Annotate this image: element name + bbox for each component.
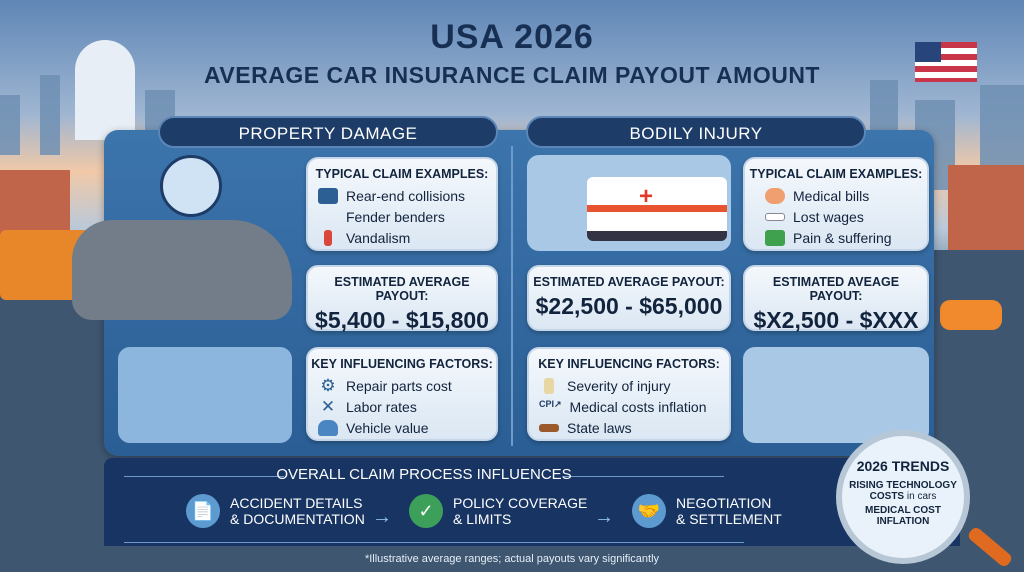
list-item: Rear-end collisions (318, 185, 496, 206)
orange-car (940, 300, 1002, 330)
blank-icon (318, 209, 338, 225)
building (0, 95, 20, 155)
mechanics-illustration (118, 347, 292, 443)
cpi-icon: CPI↗ (539, 398, 562, 409)
list-item: CPI↗ Medical costs inflation (539, 396, 729, 417)
property-factors-card: KEY INFLUENCING FACTORS: ⚙ Repair parts c… (306, 347, 498, 441)
property-damage-header: PROPERTY DAMAGE (158, 116, 498, 148)
wrench-icon: ✕ (320, 396, 336, 416)
item-label: Vandalism (346, 229, 411, 246)
step-line: ACCIDENT DETAILS (230, 495, 363, 511)
card-heading: KEY INFLUENCING FACTORS: (311, 357, 493, 371)
list-item: Pain & suffering (765, 227, 927, 248)
bodily-payout-card: ESTIMATED AVERAGE PAYOUT: $22,500 - $65,… (527, 265, 731, 331)
process-step: 🤝 NEGOTIATION & SETTLEMENT (632, 494, 782, 528)
document-icon: 📄 (186, 494, 220, 528)
divider (124, 542, 744, 543)
list-item: Medical bills (765, 185, 927, 206)
damaged-car-illustration (72, 220, 292, 320)
footnote: *Illustrative average ranges; actual pay… (364, 553, 660, 565)
property-examples-card: TYPICAL CLAIM EXAMPLES: Rear-end collisi… (306, 157, 498, 251)
item-label: Labor rates (346, 398, 417, 415)
bodily-factors-card: KEY INFLUENCING FACTORS: Severity of inj… (527, 347, 731, 441)
step-line: & DOCUMENTATION (230, 511, 365, 527)
adjuster-illustration (160, 155, 222, 217)
spine-icon (544, 377, 554, 394)
gear-icon: ⚙ (320, 375, 336, 395)
brick-building (948, 165, 1024, 255)
list-item: Vandalism (318, 227, 496, 248)
process-panel: OVERALL CLAIM PROCESS INFLUENCES 📄 ACCIDE… (104, 458, 960, 546)
trend-line: MEDICAL COST (865, 505, 941, 516)
page-subtitle: AVERAGE CAR INSURANCE CLAIM PAYOUT AMOUN… (204, 62, 820, 88)
payout-amount: $X2,500 - $XXX (753, 307, 919, 333)
list-item: Lost wages (765, 206, 927, 227)
item-label: Rear-end collisions (346, 187, 466, 204)
trends-magnifier: 2026 TRENDS RISING TECHNOLOGY COSTS in c… (836, 430, 970, 564)
ambulance-illustration: + (527, 155, 731, 251)
process-step: 📄 ACCIDENT DETAILS & DOCUMENTATION (186, 494, 365, 528)
trends-title: 2026 TRENDS (856, 458, 950, 474)
trend-line: COSTS (869, 491, 905, 502)
step-line: POLICY COVERAGE (453, 495, 588, 511)
spray-can-icon (324, 229, 332, 246)
process-step: ✓ POLICY COVERAGE & LIMITS (409, 494, 587, 528)
hospital-illustration (743, 347, 929, 443)
handshake-icon: 🤝 (632, 494, 666, 528)
trend-line: in cars (906, 491, 937, 502)
divider (511, 146, 513, 446)
list-item: ⚙ Repair parts cost (318, 375, 496, 396)
item-label: Pain & suffering (793, 229, 892, 246)
step-label: ACCIDENT DETAILS & DOCUMENTATION (230, 495, 365, 527)
arrow-right-icon: → (372, 506, 392, 528)
capitol-building (75, 40, 135, 140)
item-label: Medical bills (793, 187, 870, 204)
page-title: USA 2026 (430, 18, 594, 56)
divider (124, 476, 284, 477)
card-heading: ESTIMATED AVERAGE PAYOUT: (533, 275, 725, 289)
list-item: ✕ Labor rates (318, 396, 496, 417)
step-line: NEGOTIATION (676, 495, 772, 511)
item-label: Lost wages (793, 208, 864, 225)
car-crash-icon (318, 187, 338, 204)
list-item: Severity of injury (539, 375, 729, 396)
trend-line: RISING TECHNOLOGY (849, 480, 957, 491)
list-item: Vehicle value (318, 417, 496, 438)
payout-amount: $5,400 - $15,800 (315, 307, 489, 333)
item-label: Vehicle value (346, 419, 429, 436)
process-title: OVERALL CLAIM PROCESS INFLUENCES (276, 466, 572, 483)
item-label: Fender benders (346, 208, 445, 225)
property-payout-card: ESTIMATED AVERAGE PAYOUT: $5,400 - $15,8… (306, 265, 498, 333)
gavel-icon (539, 423, 559, 432)
item-label: State laws (567, 419, 632, 436)
step-label: POLICY COVERAGE & LIMITS (453, 495, 587, 527)
shield-check-icon: ✓ (409, 494, 443, 528)
step-line: & LIMITS (453, 511, 512, 527)
car-icon (318, 419, 338, 436)
card-heading: ESTIMATED AVERAGE PAYOUT: (334, 275, 470, 303)
bodily-examples-card: TYPICAL CLAIM EXAMPLES: Medical bills Lo… (743, 157, 929, 251)
bandage-icon (765, 187, 785, 204)
item-label: Severity of injury (567, 377, 671, 394)
list-item: State laws (539, 417, 729, 438)
divider (564, 476, 724, 477)
bodily-payout-card-2: ESTIMATED AVEAGE PAYOUT: $X2,500 - $XXX (743, 265, 929, 333)
card-heading: TYPICAL CLAIM EXAMPLES: (315, 167, 489, 181)
item-label: Repair parts cost (346, 377, 452, 394)
card-heading: TYPICAL CLAIM EXAMPLES: (749, 167, 923, 181)
us-flag (915, 42, 977, 82)
list-item: Fender benders (318, 206, 496, 227)
card-heading: KEY INFLUENCING FACTORS: (538, 357, 720, 371)
item-label: Medical costs inflation (569, 398, 707, 415)
card-heading: ESTIMATED AVEAGE PAYOUT: (772, 275, 900, 303)
step-label: NEGOTIATION & SETTLEMENT (676, 495, 782, 527)
bodily-injury-header: BODILY INJURY (526, 116, 866, 148)
trend-line: INFLATION (876, 516, 930, 527)
building (40, 75, 60, 155)
step-line: & SETTLEMENT (676, 511, 782, 527)
payout-amount: $22,500 - $65,000 (535, 293, 723, 319)
arrow-right-icon: → (594, 506, 614, 528)
money-icon (765, 229, 785, 246)
bone-icon (765, 212, 785, 221)
